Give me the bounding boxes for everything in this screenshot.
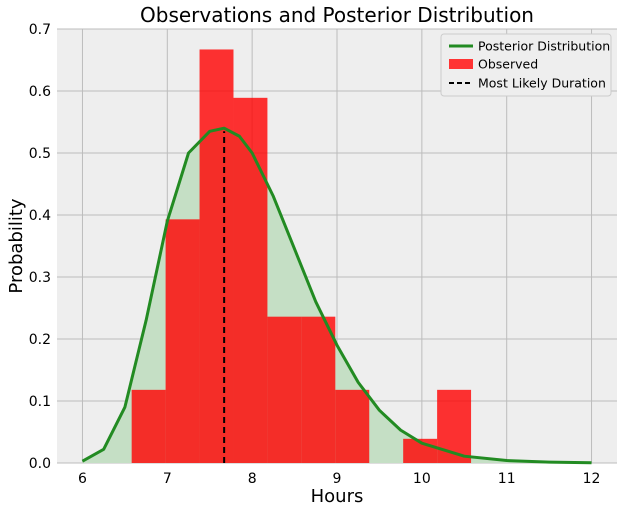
posterior-curve-layer [81, 126, 592, 465]
posterior-curve-line [81, 126, 592, 465]
x-tick-label-6: 12 [583, 471, 601, 487]
y-tick-label-1: 0.1 [29, 394, 51, 410]
legend-symbol-observed-icon [449, 59, 473, 69]
x-tick-label-1: 7 [163, 471, 172, 487]
x-tick-label-2: 8 [248, 471, 257, 487]
histogram-bar-0 [131, 389, 166, 463]
y-tick-label-7: 0.7 [29, 22, 51, 38]
histogram-bar-4 [267, 316, 302, 463]
y-tick-label-2: 0.2 [29, 332, 51, 348]
x-tick-label-4: 10 [413, 471, 431, 487]
x-axis-label: Hours [311, 486, 364, 507]
y-tick-label-6: 0.6 [29, 84, 51, 100]
legend-label-posterior: Posterior Distribution [478, 39, 610, 54]
histogram-bar-2 [199, 49, 234, 464]
x-tick-label-5: 11 [498, 471, 516, 487]
legend: Posterior Distribution Observed Most Lik… [440, 33, 612, 97]
y-tick-label-0: 0.0 [29, 456, 51, 472]
x-tick-label-3: 9 [333, 471, 342, 487]
histogram-bars [131, 49, 472, 464]
y-tick-label-3: 0.3 [29, 270, 51, 286]
histogram-bar-3 [233, 97, 268, 463]
histogram-bar-5 [301, 316, 336, 463]
tick-labels: 6 7 8 9 10 11 12 0.0 0.1 0.2 0.3 0.4 0.5 0.6 0.7 [29, 22, 601, 487]
histogram-bar-6 [335, 389, 370, 463]
histogram-bar-1 [165, 219, 200, 463]
legend-label-observed: Observed [478, 57, 538, 72]
y-tick-label-4: 0.4 [29, 208, 51, 224]
legend-label-most-likely: Most Likely Duration [478, 76, 606, 91]
x-tick-label-0: 6 [78, 471, 87, 487]
y-axis-label: Probability [6, 198, 27, 293]
chart-title: Observations and Posterior Distribution [140, 3, 534, 27]
y-tick-label-5: 0.5 [29, 146, 51, 162]
legend-box [440, 33, 612, 97]
